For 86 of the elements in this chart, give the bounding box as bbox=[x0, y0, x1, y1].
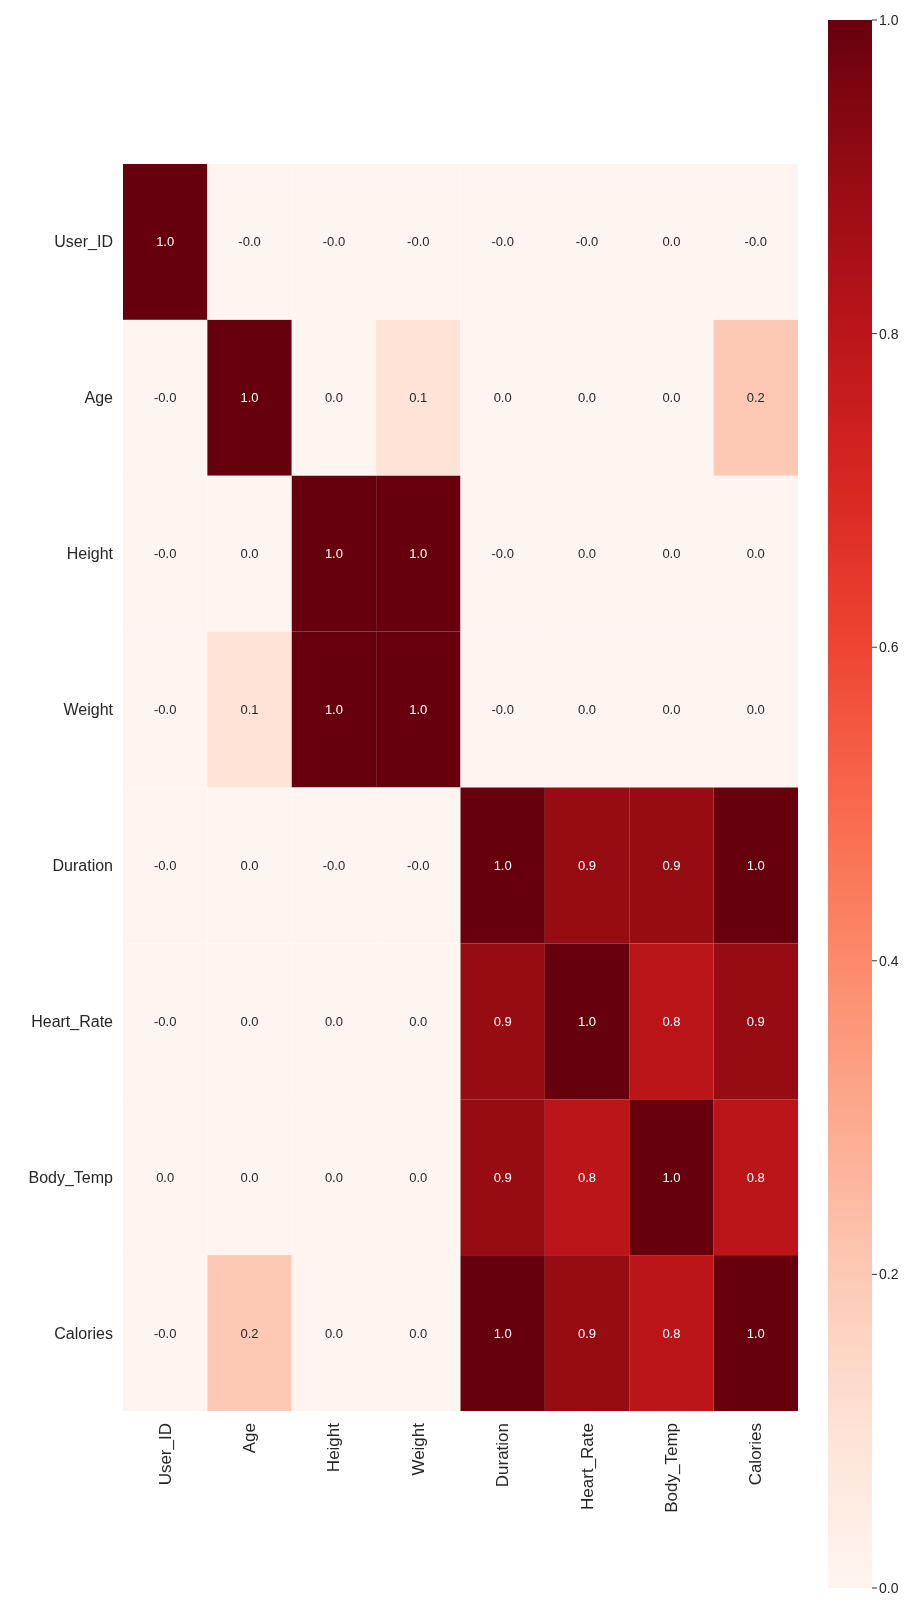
data-label: 0.0 bbox=[156, 1169, 175, 1185]
data-label: 0.0 bbox=[409, 1169, 428, 1185]
data-label: 0.8 bbox=[578, 1169, 597, 1185]
data-label: -0.0 bbox=[407, 234, 430, 250]
data-label: 0.0 bbox=[240, 1013, 259, 1029]
x-tick-label: Duration bbox=[493, 1423, 513, 1488]
data-label: -0.0 bbox=[491, 546, 514, 562]
data-label: 0.9 bbox=[746, 1013, 765, 1029]
color-bar-label: 0.2 bbox=[879, 1266, 899, 1283]
data-label: 1.0 bbox=[409, 546, 428, 562]
y-tick-label: User_ID bbox=[54, 233, 113, 252]
data-label: 0.0 bbox=[324, 1169, 343, 1185]
data-label: 1.0 bbox=[662, 1169, 681, 1185]
data-label: 1.0 bbox=[324, 702, 343, 718]
y-tick-label: Body_Temp bbox=[28, 1168, 114, 1187]
data-label: 0.0 bbox=[240, 857, 259, 873]
data-label: 0.2 bbox=[746, 390, 765, 406]
data-label: 0.2 bbox=[240, 1325, 259, 1341]
data-label: 0.0 bbox=[240, 1169, 259, 1185]
data-label: -0.0 bbox=[153, 546, 177, 562]
y-tick-label: Calories bbox=[54, 1324, 113, 1342]
data-label: 0.8 bbox=[746, 1169, 765, 1185]
color-bar-label: 0.0 bbox=[879, 1580, 899, 1596]
data-label: -0.0 bbox=[744, 234, 768, 250]
data-label: 0.0 bbox=[662, 234, 681, 250]
data-label: -0.0 bbox=[491, 702, 514, 718]
data-label: 0.8 bbox=[662, 1013, 681, 1029]
data-label: 0.1 bbox=[240, 702, 259, 718]
color-bar-label: 0.4 bbox=[879, 952, 899, 969]
color-bar-label: 0.8 bbox=[879, 325, 899, 342]
data-label: 0.0 bbox=[578, 702, 597, 718]
data-label: 0.9 bbox=[578, 1325, 597, 1341]
y-tick-label: Weight bbox=[63, 701, 114, 719]
x-tick-label: User_ID bbox=[155, 1423, 175, 1486]
data-label: 1.0 bbox=[324, 546, 343, 562]
data-label: 0.0 bbox=[324, 1013, 343, 1029]
data-label: 0.0 bbox=[324, 390, 343, 406]
data-label: -0.0 bbox=[322, 234, 346, 250]
color-bar-label: 1.0 bbox=[879, 12, 899, 28]
x-tick-label: Height bbox=[324, 1422, 344, 1473]
data-label: 0.9 bbox=[493, 1013, 512, 1029]
data-label: 0.0 bbox=[493, 390, 512, 406]
data-label: -0.0 bbox=[153, 702, 177, 718]
data-label: 1.0 bbox=[409, 702, 428, 718]
data-label: 0.0 bbox=[240, 546, 259, 562]
data-label: -0.0 bbox=[238, 234, 261, 250]
data-label: -0.0 bbox=[322, 857, 346, 873]
data-label: 0.0 bbox=[662, 702, 681, 718]
data-label: 1.0 bbox=[493, 1325, 512, 1341]
data-label: 0.9 bbox=[493, 1169, 512, 1185]
data-label: 1.0 bbox=[746, 1325, 765, 1341]
data-label: -0.0 bbox=[153, 1325, 177, 1341]
data-label: -0.0 bbox=[491, 234, 514, 250]
y-tick-label: Heart_Rate bbox=[31, 1012, 114, 1031]
data-label: 0.9 bbox=[578, 857, 597, 873]
data-label: -0.0 bbox=[153, 857, 177, 873]
y-tick-label: Age bbox=[84, 389, 114, 407]
color-bar-label: 0.6 bbox=[879, 639, 899, 656]
data-label: -0.0 bbox=[575, 234, 599, 250]
data-label: 0.0 bbox=[746, 702, 765, 718]
data-label: 0.0 bbox=[409, 1325, 428, 1341]
data-label: 1.0 bbox=[240, 390, 259, 406]
data-label: 0.0 bbox=[662, 390, 681, 406]
x-tick-label: Body_Temp bbox=[661, 1423, 681, 1513]
data-label: 0.1 bbox=[409, 390, 428, 406]
data-label: 1.0 bbox=[746, 857, 765, 873]
y-tick-label: Height bbox=[66, 545, 114, 563]
data-label: 0.0 bbox=[746, 546, 765, 562]
data-label: 0.0 bbox=[578, 546, 597, 562]
x-tick-label: Heart_Rate bbox=[577, 1423, 597, 1510]
data-label: -0.0 bbox=[153, 1013, 177, 1029]
data-label: 0.0 bbox=[409, 1013, 428, 1029]
data-label: 1.0 bbox=[156, 234, 175, 250]
data-label: 1.0 bbox=[578, 1013, 597, 1029]
data-label: 0.0 bbox=[578, 390, 597, 406]
data-label: 1.0 bbox=[493, 857, 512, 873]
data-label: -0.0 bbox=[153, 390, 177, 406]
data-label: 0.0 bbox=[324, 1325, 343, 1341]
x-tick-label: Calories bbox=[746, 1423, 766, 1486]
x-tick-label: Weight bbox=[408, 1422, 428, 1476]
y-tick-label: Duration bbox=[52, 856, 113, 874]
data-label: 0.9 bbox=[662, 857, 681, 873]
data-label: 0.8 bbox=[662, 1325, 681, 1341]
x-tick-label: Age bbox=[240, 1423, 260, 1454]
data-label: 0.0 bbox=[662, 546, 681, 562]
data-label: -0.0 bbox=[407, 857, 430, 873]
